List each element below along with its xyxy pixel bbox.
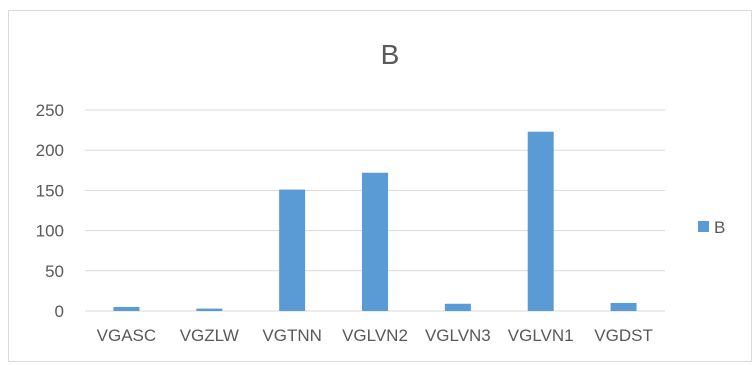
y-axis-ticks: 0 50 100 150 200 250 [36,101,64,321]
y-tick-label: 0 [55,302,64,321]
y-tick-label: 50 [45,262,64,281]
x-tick-label: VGLVN2 [342,326,408,345]
bar-vglvn2 [362,172,388,311]
x-tick-label: VGDST [594,326,653,345]
x-tick-label: VGTNN [262,326,322,345]
y-tick-label: 100 [36,222,64,241]
y-tick-label: 250 [36,101,64,120]
x-axis-ticks: VGASC VGZLW VGTNN VGLVN2 VGLVN3 VGLVN1 VGDST [97,326,653,345]
legend-swatch-b [698,221,709,232]
x-tick-label: VGASC [97,326,157,345]
x-tick-label: VGLVN1 [508,326,574,345]
y-tick-label: 150 [36,181,64,200]
x-tick-label: VGLVN3 [425,326,491,345]
chart-title: B [381,39,400,70]
legend-label-b: B [714,218,725,237]
gridlines [85,109,665,312]
bar-vgzlw [196,308,223,311]
x-tick-label: VGZLW [180,326,239,345]
bar-vglvn1 [527,131,554,311]
y-tick-label: 200 [36,141,64,160]
bar-vgasc [113,306,140,311]
legend: B [698,218,725,237]
bars [113,131,637,311]
bar-vglvn3 [444,303,471,311]
bar-vgtnn [279,189,306,311]
bar-vgdst [610,302,637,311]
